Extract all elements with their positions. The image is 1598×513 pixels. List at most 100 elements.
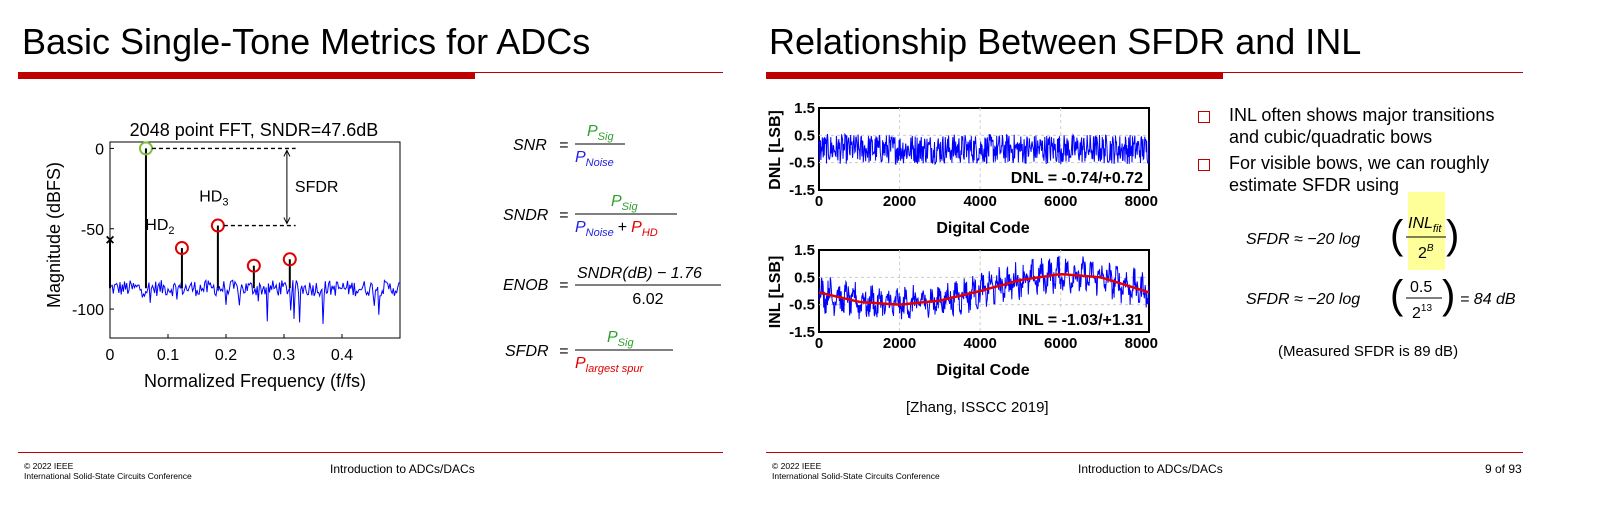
sndr-den1: P (575, 219, 586, 236)
copyright: © 2022 IEEE International Solid-State Ci… (772, 461, 940, 481)
bullet-marker (1198, 111, 1210, 123)
svg-text:=: = (559, 343, 568, 360)
sfdr-den: P (575, 355, 586, 372)
y-tick-label: -1.5 (789, 182, 815, 199)
annotation-bg (991, 308, 1147, 330)
title-accent-bar (18, 73, 475, 79)
bullet-2-line2: estimate SFDR using (1229, 175, 1400, 195)
snr-num-sub: Sig (598, 131, 615, 143)
sfdr-den-sub: largest spur (586, 363, 645, 375)
x-tick-label: 2000 (883, 193, 916, 210)
y-tick-label: 0 (95, 141, 104, 158)
chart-title: 2048 point FFT, SNDR=47.6dB (130, 120, 379, 140)
enob-equation: ENOB = SNDR(dB) − 1.76 6.02 (503, 265, 721, 308)
copyright: © 2022 IEEE International Solid-State Ci… (24, 461, 192, 481)
title-rule (766, 72, 1523, 73)
formula-1-den-sup: B (1427, 243, 1434, 254)
harmonic-marker (282, 252, 297, 267)
x-tick-label: 2000 (883, 335, 916, 352)
svg-text:=: = (559, 207, 568, 224)
sndr-plus: + (618, 219, 627, 236)
svg-text:(: ( (1390, 273, 1404, 317)
formula-1-den: 2 (1418, 245, 1427, 262)
snr-lhs: SNR (513, 137, 547, 154)
range-annotation: DNL = -0.74/+0.72 (1011, 170, 1143, 187)
x-tick-label: 0 (106, 347, 115, 364)
svg-text:PNoise+PHD: PNoise + PHD (575, 219, 658, 239)
y-tick-label: -0.5 (789, 297, 815, 314)
x-tick-label: 0 (815, 335, 823, 352)
sndr-num-sub: Sig (622, 201, 639, 213)
range-annotation: INL = -1.03/+1.31 (1018, 312, 1143, 329)
bullet-2-line1: For visible bows, we can roughly (1229, 153, 1490, 173)
title-accent-bar (766, 73, 1223, 79)
harmonic-marker (246, 258, 261, 273)
svg-text:=: = (559, 277, 568, 294)
y-tick-label: 1.5 (794, 100, 815, 117)
footer-rule (766, 452, 1523, 453)
x-tick-label: 6000 (1044, 193, 1077, 210)
x-tick-label: 8000 (1125, 335, 1158, 352)
x-tick-label: 0.4 (331, 347, 353, 364)
svg-text:INLfit: INLfit (1408, 215, 1442, 235)
bullet-1-line1: INL often shows major transitions (1229, 105, 1495, 125)
copyright-line2: International Solid-State Circuits Confe… (772, 471, 940, 481)
footer-rule (18, 452, 723, 453)
formula-1-lhs: SFDR ≈ −20 log (1246, 231, 1360, 248)
bullet-1: INL often shows major transitions and cu… (1229, 104, 1494, 148)
dc-marker: × (105, 232, 114, 249)
slide-title: Relationship Between SFDR and INL (769, 21, 1362, 62)
y-tick-label: -100 (72, 302, 104, 319)
measured-note: (Measured SFDR is 89 dB) (1278, 343, 1459, 360)
svg-text:213: 213 (1412, 303, 1432, 322)
sndr-num: P (611, 193, 622, 210)
sndr-den1-sub: Noise (586, 227, 614, 239)
svg-text:PSig: PSig (587, 123, 614, 143)
y-tick-label: 0.5 (794, 127, 815, 144)
x-tick-label: 8000 (1125, 193, 1158, 210)
svg-text:PNoise: PNoise (575, 149, 614, 169)
snr-den: P (575, 149, 586, 166)
snr-den-sub: Noise (586, 157, 614, 169)
slide-title: Basic Single-Tone Metrics for ADCs (22, 21, 591, 62)
plot-frame (109, 141, 401, 339)
formula-1-num-sub: fit (1433, 223, 1443, 235)
sndr-equation: SNDR = PSig PNoise + PHD (503, 193, 677, 239)
footer-title: Introduction to ADCs/DACs (330, 462, 475, 476)
svg-text:): ) (1446, 213, 1459, 257)
bullet-marker (1198, 159, 1210, 171)
fft-chart: 2048 point FFT, SNDR=47.6dB × SFDR HD2 HD3 0… (44, 120, 401, 391)
inl-x-label: Digital Code (936, 362, 1029, 379)
right-slide: Relationship Between SFDR and INL DNL = … (763, 0, 1523, 513)
sfdr-arrowhead (283, 217, 291, 225)
y-axis-label: Magnitude (dBFS) (44, 162, 64, 308)
formula-2-rhs: = 84 dB (1460, 291, 1516, 308)
x-tick-label: 6000 (1044, 335, 1077, 352)
formula-1: SFDR ≈ −20 log ( INLfit 2B ) (1246, 213, 1459, 262)
x-tick-label: 4000 (963, 335, 996, 352)
sfdr-num-sub: Sig (618, 337, 635, 349)
copyright-line2: International Solid-State Circuits Confe… (24, 471, 192, 481)
y-tick-label: -1.5 (789, 324, 815, 341)
snr-num: P (587, 123, 598, 140)
dnl-y-label: DNL [LSB] (767, 110, 784, 190)
noise-trace (109, 278, 401, 324)
formula-2-den-sup: 13 (1421, 303, 1433, 314)
sfdr-arrowhead (283, 149, 291, 157)
metric-equations: SNR = PSig PNoise SNDR = PSig PNoise + PHD… (503, 123, 721, 375)
svg-text:=: = (559, 137, 568, 154)
copyright-line1: © 2022 IEEE (772, 461, 822, 471)
sfdr-equation: SFDR = PSig Plargest spur (505, 329, 673, 375)
svg-text:PSig: PSig (607, 329, 634, 349)
y-tick-label: 1.5 (794, 242, 815, 259)
footer-title: Introduction to ADCs/DACs (1078, 462, 1223, 476)
y-tick-label: 0.5 (794, 269, 815, 286)
formula-2: SFDR ≈ −20 log ( 0.5 213 ) = 84 dB (1246, 273, 1516, 322)
svg-text:): ) (1442, 273, 1455, 317)
formula-2-den: 2 (1412, 305, 1421, 322)
sfdr-formulas: SFDR ≈ −20 log ( INLfit 2B ) SFDR ≈ −20 … (1246, 192, 1516, 322)
inl-fit-curve (818, 272, 1150, 306)
dnl-x-label: Digital Code (936, 220, 1029, 237)
svg-text:2B: 2B (1418, 243, 1434, 262)
svg-text:PSig: PSig (611, 193, 638, 213)
